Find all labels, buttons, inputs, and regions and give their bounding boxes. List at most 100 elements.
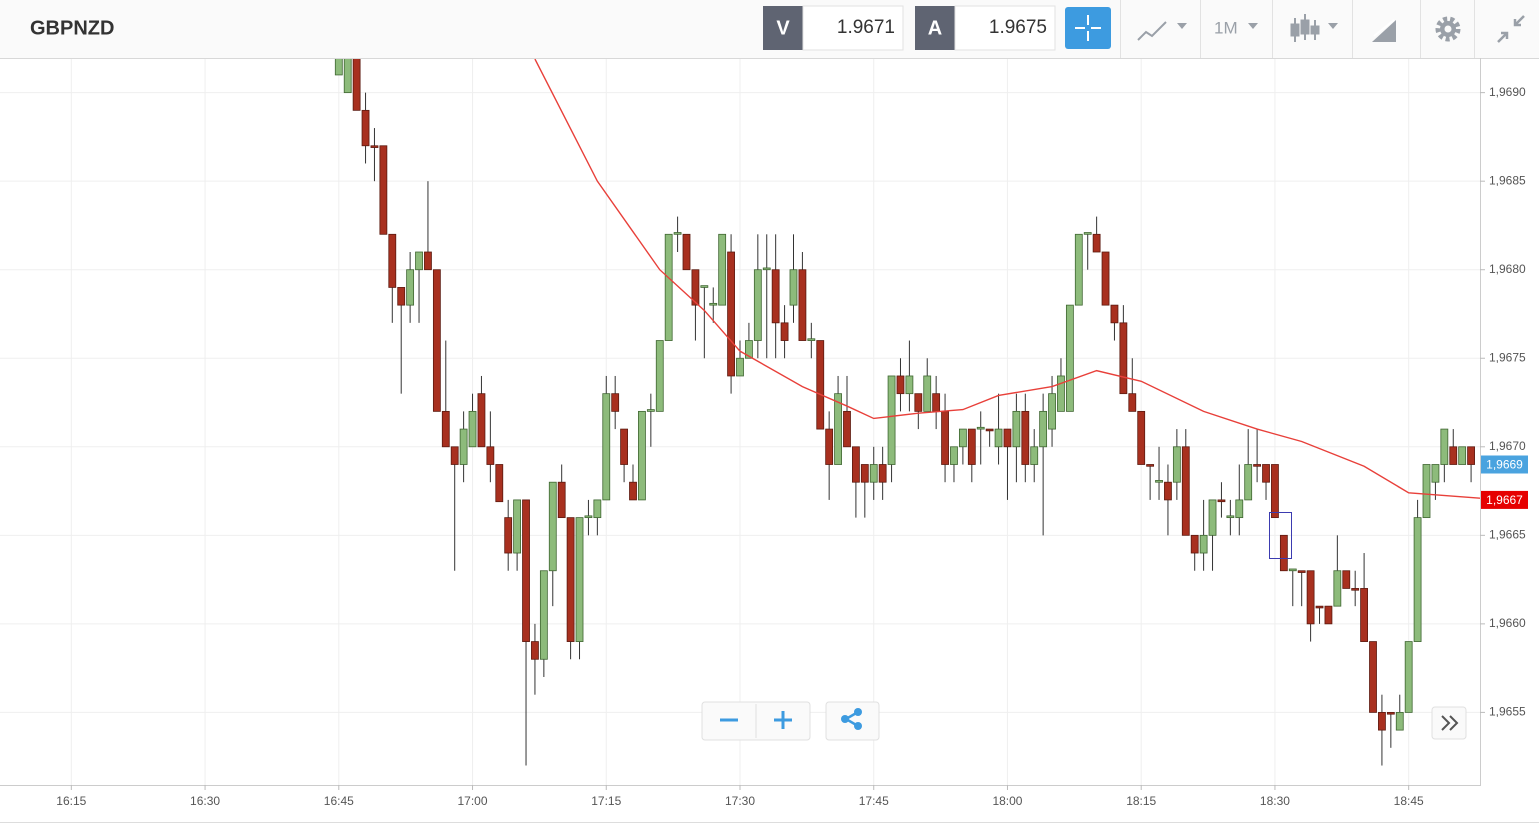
candle-body-down bbox=[379, 145, 388, 235]
zoom-in-button[interactable] bbox=[774, 711, 792, 729]
share-node bbox=[841, 715, 849, 723]
x-tick-label: 18:15 bbox=[1126, 794, 1156, 808]
candle-body-up bbox=[1172, 446, 1181, 483]
candle-body-down bbox=[1092, 233, 1101, 253]
candle-body-down bbox=[441, 410, 450, 448]
candle-body-down bbox=[1190, 534, 1199, 554]
candle-body-down bbox=[1110, 304, 1119, 324]
selection-box bbox=[1269, 512, 1292, 559]
candle-body-up bbox=[958, 428, 967, 448]
share-button[interactable] bbox=[825, 701, 880, 741]
ask-box[interactable]: A 1.9675 bbox=[915, 5, 1056, 51]
bid-box[interactable]: V 1.9671 bbox=[763, 5, 904, 51]
candle-body-down bbox=[1262, 464, 1270, 483]
y-tick-label: 1,9670 bbox=[1489, 439, 1526, 453]
candle-body-up bbox=[1431, 464, 1440, 483]
plot-area bbox=[334, 59, 1480, 766]
candle-body-down bbox=[566, 517, 575, 642]
x-tick-label: 17:15 bbox=[591, 794, 621, 808]
candle-body-down bbox=[1003, 428, 1012, 448]
bid-tag bbox=[763, 6, 803, 50]
candle-body-up bbox=[1012, 410, 1021, 448]
candle-body-up bbox=[1288, 568, 1297, 572]
candle-body-down bbox=[727, 251, 735, 377]
candle-body-up bbox=[1074, 233, 1083, 306]
indicator-button[interactable] bbox=[1137, 21, 1187, 41]
candle-body-up bbox=[334, 59, 343, 76]
candle-body-down bbox=[852, 446, 860, 483]
price-marker-label: 1,9667 bbox=[1486, 493, 1523, 507]
candle-body-up bbox=[575, 517, 584, 642]
candle-body-down bbox=[860, 464, 869, 483]
candle-body-down bbox=[691, 269, 700, 306]
x-tick-label: 16:30 bbox=[190, 794, 220, 808]
candle-body-down bbox=[1279, 534, 1288, 572]
x-tick-label: 16:45 bbox=[324, 794, 354, 808]
candle-body-down bbox=[522, 499, 530, 642]
candle-body-up bbox=[1440, 428, 1449, 465]
candle-body-up bbox=[1235, 499, 1244, 519]
timeframe-button[interactable]: 1M bbox=[1214, 18, 1258, 37]
moving-average bbox=[534, 59, 1480, 499]
candle-body-up bbox=[513, 499, 522, 554]
candle-body-up bbox=[834, 393, 842, 465]
bid-price: 1.9671 bbox=[837, 17, 895, 38]
share-bg bbox=[825, 701, 880, 741]
grid bbox=[0, 59, 1480, 785]
settings-button[interactable] bbox=[1435, 16, 1461, 42]
candle-body-down bbox=[504, 517, 513, 554]
crosshair-button[interactable] bbox=[1065, 7, 1111, 49]
candle-body-up bbox=[1404, 641, 1413, 713]
axes: 1,9655 1,9660 1,9665 1,9670 1,9675 1,9680 1,96… bbox=[56, 85, 1528, 808]
drawing-button[interactable] bbox=[1372, 19, 1396, 42]
candle-body-down bbox=[1021, 410, 1030, 465]
collapse-button[interactable] bbox=[1497, 15, 1525, 43]
candle-body-down bbox=[1351, 588, 1360, 591]
candle-body-down bbox=[941, 410, 949, 465]
candle-body-down bbox=[477, 393, 486, 448]
y-tick-label: 1,9660 bbox=[1489, 616, 1526, 630]
candle-body-down bbox=[1181, 446, 1190, 536]
candle-body-up bbox=[709, 302, 718, 306]
share-node bbox=[854, 722, 862, 730]
share-node bbox=[854, 708, 862, 716]
candle-body-up bbox=[1458, 446, 1467, 465]
candle-body-up bbox=[415, 251, 423, 271]
candle-body-down bbox=[1369, 641, 1377, 713]
candle-body-up bbox=[1083, 232, 1092, 235]
candle-body-up bbox=[593, 499, 602, 519]
candle-icon bbox=[1290, 23, 1300, 37]
candle-body-up bbox=[584, 515, 593, 519]
bid-label: V bbox=[776, 17, 790, 39]
candle-body-up bbox=[762, 267, 771, 271]
candle-body-up bbox=[950, 446, 958, 465]
candle-body-down bbox=[1360, 588, 1368, 642]
settings-gear-hole bbox=[1444, 25, 1452, 33]
candle-body-down bbox=[495, 464, 504, 503]
candle-body-up bbox=[1057, 375, 1065, 412]
candle-body-down bbox=[914, 393, 923, 412]
y-tick-label: 1,9690 bbox=[1489, 85, 1526, 99]
scroll-end-button[interactable] bbox=[1431, 706, 1467, 740]
candle-body-down bbox=[682, 233, 691, 271]
candle-body-up bbox=[1395, 712, 1404, 731]
candle-body-down bbox=[1324, 605, 1333, 625]
candle-body-down bbox=[843, 410, 851, 448]
chart-type-button[interactable] bbox=[1290, 14, 1338, 42]
candle-body-up bbox=[700, 285, 709, 288]
x-tick-label: 17:45 bbox=[859, 794, 889, 808]
candle-body-up bbox=[548, 481, 557, 572]
candle-body-down bbox=[557, 481, 566, 519]
candle-body-down bbox=[432, 269, 441, 412]
candle-body-down bbox=[1217, 499, 1226, 503]
crosshair-bg bbox=[1065, 7, 1111, 49]
candle-body-down bbox=[1467, 446, 1475, 465]
candle-body-up bbox=[736, 357, 744, 377]
candle-icon bbox=[1300, 19, 1310, 35]
candle-body-down bbox=[1137, 410, 1146, 465]
candle-body-up bbox=[602, 393, 611, 501]
candle-body-down bbox=[361, 109, 370, 147]
candle-body-down bbox=[985, 428, 994, 432]
candle-body-up bbox=[664, 233, 673, 341]
